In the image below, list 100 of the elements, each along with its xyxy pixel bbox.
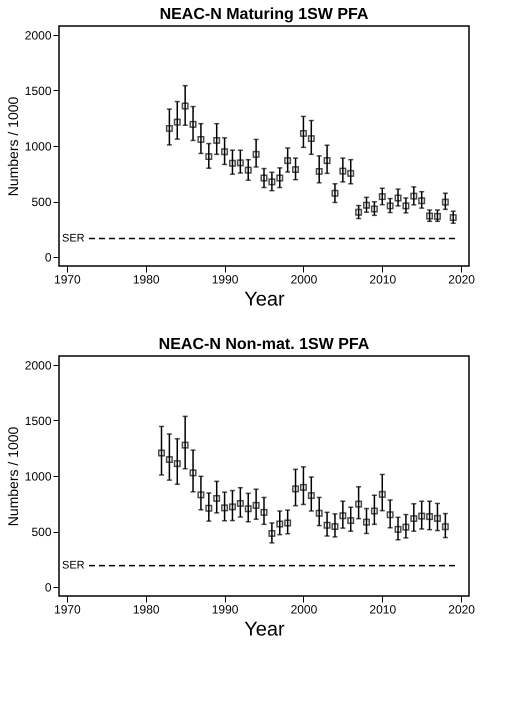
point [394,526,402,533]
point [355,208,362,216]
x-tick-label: 2020 [448,272,476,286]
point [378,193,386,200]
point [324,157,331,164]
y-tick-label: 1000 [24,140,52,154]
point [300,484,307,491]
point [197,136,204,143]
point [252,502,260,509]
point [284,157,292,164]
point [300,130,307,137]
y-tick-label: 1500 [24,414,52,428]
x-tick-label: 2010 [369,272,396,286]
point [292,166,300,174]
point [182,102,189,110]
point [205,153,212,160]
point [308,135,315,142]
point [324,522,331,529]
y-axis-title: Numbers / 1000 [4,96,21,196]
point [276,174,284,182]
point [418,197,426,204]
point [221,148,228,156]
point [260,508,268,516]
x-tick-label: 1970 [54,602,82,616]
point [244,166,252,174]
point [402,202,410,210]
point [355,500,362,508]
point [363,202,370,209]
ref-line-label: SER [62,560,85,572]
point [370,508,378,514]
x-tick-label: 1990 [212,272,239,286]
point [213,494,220,502]
point [221,504,228,512]
point [347,170,354,177]
point [331,190,338,197]
point [450,214,457,222]
point [182,442,189,449]
point [260,174,268,182]
ref-line-label: SER [62,232,85,244]
point [386,511,394,518]
point [308,492,315,500]
point [268,178,276,186]
point [394,194,402,202]
point [402,524,410,531]
point [410,515,418,522]
point [426,513,434,520]
x-tick-label: 1980 [132,272,160,286]
point [363,518,370,526]
point [228,160,236,167]
point [339,512,346,520]
chart-title: NEAC-N Maturing 1SW PFA [160,6,369,23]
point [434,212,441,220]
y-tick-label: 500 [31,525,52,540]
point [166,124,173,132]
x-tick-label: 2010 [369,602,396,616]
point [158,450,165,456]
point [276,520,284,528]
point [434,514,441,522]
point [378,490,386,498]
point [236,500,244,507]
y-tick-label: 1500 [24,84,52,98]
x-tick-label: 1990 [212,602,239,616]
point [292,485,300,492]
point [174,460,181,468]
y-tick-label: 500 [31,195,52,210]
point [410,192,418,200]
point [386,202,394,210]
y-tick-label: 2000 [24,28,52,42]
y-tick-label: 2000 [24,358,52,372]
y-tick-label: 0 [44,580,52,595]
x-axis-title: Year [244,618,286,640]
y-tick-label: 0 [44,250,52,265]
point [268,530,276,537]
point [197,491,204,498]
point [418,512,426,520]
point [442,523,449,530]
point [284,520,292,526]
point [228,503,236,510]
x-tick-label: 2020 [448,602,476,616]
x-tick-label: 2000 [290,272,318,286]
point [370,206,378,212]
x-tick-label: 1970 [54,272,82,286]
x-tick-label: 2000 [290,602,318,616]
point [316,168,323,175]
chart-title: NEAC-N Non-mat. 1SW PFA [158,336,370,353]
x-tick-label: 1980 [132,602,160,616]
point [339,168,346,175]
point [190,120,197,128]
point [190,469,197,476]
point [316,510,323,517]
x-axis-title: Year [244,288,286,310]
point [426,212,434,220]
point [442,198,449,206]
point [331,523,338,530]
point [252,150,260,158]
point [166,456,173,464]
y-axis-title: Numbers / 1000 [4,426,21,526]
y-tick-label: 1000 [24,470,52,484]
point [213,136,220,144]
point [347,517,354,524]
